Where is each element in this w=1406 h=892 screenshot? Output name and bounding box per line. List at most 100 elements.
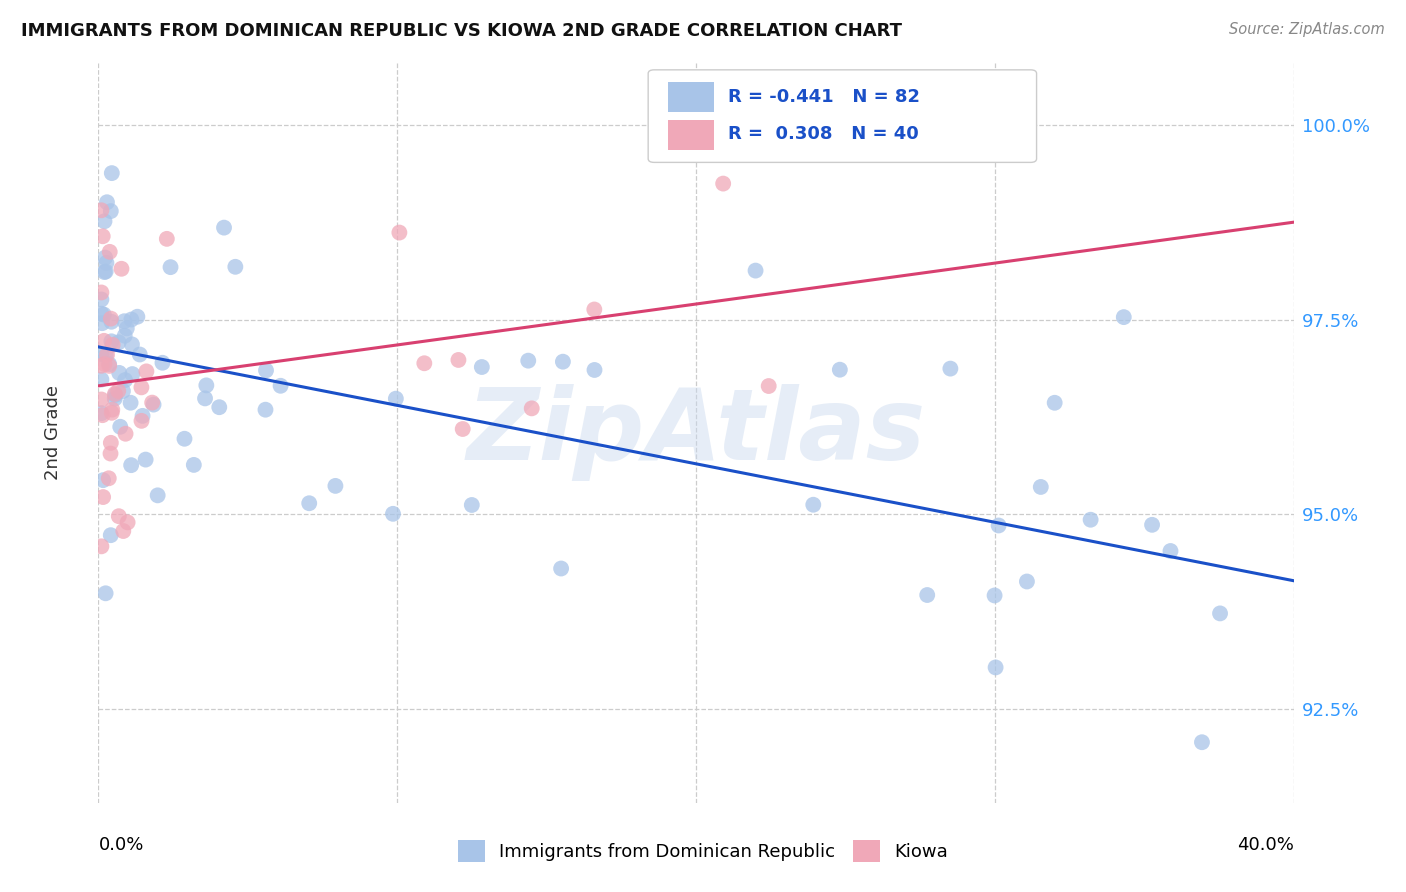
Point <box>131 380 153 394</box>
Point <box>90 372 112 386</box>
Point <box>1140 517 1163 532</box>
Text: Source: ZipAtlas.com: Source: ZipAtlas.com <box>1229 22 1385 37</box>
Point <box>194 392 217 406</box>
Point <box>915 588 938 602</box>
Point <box>104 388 127 402</box>
Point <box>94 586 117 600</box>
Point <box>112 524 135 538</box>
Point <box>100 435 122 450</box>
Point <box>1043 396 1066 410</box>
Point <box>90 392 112 407</box>
Point <box>100 528 122 542</box>
Point <box>90 203 112 218</box>
Point <box>91 473 114 487</box>
Point <box>1191 735 1213 749</box>
Point <box>100 204 122 219</box>
Point <box>108 366 131 380</box>
Point <box>254 363 277 377</box>
Point <box>107 509 129 524</box>
Text: ZipAtlas: ZipAtlas <box>467 384 925 481</box>
Point <box>111 384 134 398</box>
Point <box>115 321 138 335</box>
Point <box>100 334 122 349</box>
Point <box>461 498 484 512</box>
Point <box>114 373 136 387</box>
Text: R =  0.308   N = 40: R = 0.308 N = 40 <box>728 126 920 144</box>
Point <box>112 314 135 328</box>
Point <box>110 261 132 276</box>
Point <box>451 422 474 436</box>
Point <box>583 363 606 377</box>
Point <box>127 310 149 324</box>
Point <box>983 589 1005 603</box>
Point <box>120 395 142 409</box>
Point <box>97 471 120 485</box>
Point <box>121 367 143 381</box>
Point <box>270 378 292 392</box>
Point <box>94 264 117 278</box>
Point <box>551 354 574 368</box>
Point <box>91 408 114 422</box>
Point <box>520 401 543 416</box>
Point <box>135 452 157 467</box>
Point <box>101 166 124 180</box>
Point <box>93 357 115 371</box>
Point <box>828 362 851 376</box>
Point <box>93 214 115 228</box>
Point <box>517 353 540 368</box>
Point <box>159 260 181 274</box>
Point <box>104 392 127 406</box>
Point <box>744 263 766 277</box>
Text: R = -0.441   N = 82: R = -0.441 N = 82 <box>728 88 921 106</box>
Legend: Immigrants from Dominican Republic, Kiowa: Immigrants from Dominican Republic, Kiow… <box>450 833 956 870</box>
Point <box>93 265 115 279</box>
Bar <box>668 82 714 112</box>
Point <box>1112 310 1135 325</box>
Bar <box>668 120 714 150</box>
Point <box>117 516 139 530</box>
Point <box>152 356 174 370</box>
Point <box>142 398 165 412</box>
Point <box>91 316 114 330</box>
Point <box>90 359 112 373</box>
Point <box>195 378 218 392</box>
Point <box>90 293 112 307</box>
Point <box>94 251 117 265</box>
Point <box>1015 574 1038 589</box>
Point <box>388 226 411 240</box>
Point <box>90 285 112 300</box>
Point <box>98 359 121 373</box>
Point <box>224 260 246 274</box>
Point <box>94 348 117 362</box>
Point <box>135 364 157 378</box>
Point <box>96 195 118 210</box>
Point <box>156 232 179 246</box>
Point <box>90 307 112 321</box>
Point <box>90 347 112 361</box>
Point <box>120 312 142 326</box>
Point <box>447 353 470 368</box>
Point <box>96 348 118 362</box>
Point <box>101 338 124 352</box>
Point <box>93 308 115 322</box>
Point <box>100 311 122 326</box>
Point <box>325 479 347 493</box>
FancyBboxPatch shape <box>648 70 1036 162</box>
Point <box>120 458 142 472</box>
Point <box>146 488 169 502</box>
Point <box>110 419 132 434</box>
Point <box>1080 513 1102 527</box>
Point <box>128 347 150 361</box>
Point <box>100 315 122 329</box>
Point <box>90 406 112 420</box>
Point <box>984 660 1007 674</box>
Point <box>208 401 231 415</box>
Text: 2nd Grade: 2nd Grade <box>44 385 62 480</box>
Point <box>107 384 129 398</box>
Point <box>254 402 277 417</box>
Point <box>121 337 143 351</box>
Point <box>758 379 780 393</box>
Point <box>107 335 129 350</box>
Point <box>131 414 153 428</box>
Point <box>91 490 114 504</box>
